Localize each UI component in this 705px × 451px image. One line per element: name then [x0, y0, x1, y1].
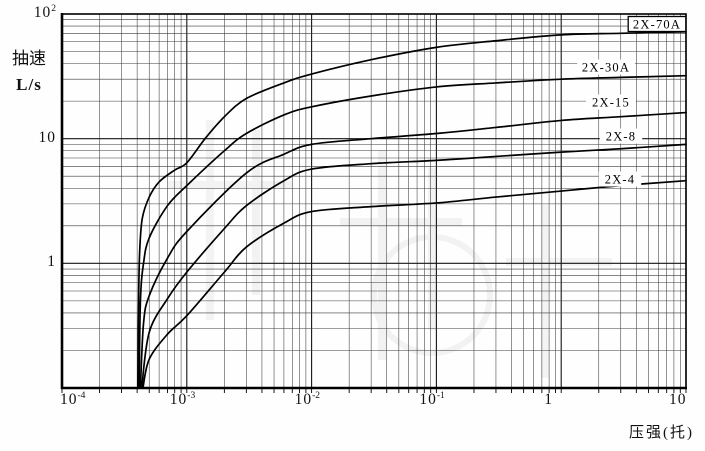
- y-axis-title-line2: L/s: [16, 74, 42, 94]
- curve-label-2x-4: 2X-4: [598, 171, 642, 187]
- curve-label-2x-30a: 2X-30A: [577, 59, 635, 75]
- y-tick-label: 102: [33, 4, 56, 22]
- x-axis-title: 压强(托): [629, 425, 694, 441]
- x-tick-label: 10-2: [294, 391, 321, 409]
- plot-frame: [60, 13, 687, 393]
- y-axis-title-line1: 抽速: [12, 49, 46, 68]
- svg-text:2X-8: 2X-8: [606, 130, 637, 144]
- curve-labels: 2X-70A 2X-30A 2X-15 2X-8 2X-4: [577, 15, 687, 187]
- curve-2x-8: [140, 143, 687, 389]
- y-tick-label: 1: [47, 253, 56, 271]
- curve-2x-4: [142, 179, 687, 389]
- x-tick-label: 10-4: [60, 391, 86, 409]
- x-tick-label: 10-3: [169, 391, 196, 409]
- x-tick-label: 1: [544, 391, 553, 408]
- curve-2x-70a: [136, 30, 687, 389]
- svg-text:2X-15: 2X-15: [592, 96, 630, 110]
- y-tick-label: 10: [38, 128, 56, 146]
- curve-label-2x-15: 2X-15: [586, 94, 636, 110]
- svg-text:2X-4: 2X-4: [605, 173, 636, 187]
- x-tick-label: 10: [669, 391, 687, 408]
- curve-2x-30a: [138, 74, 687, 389]
- pump-speed-curves: [136, 30, 687, 389]
- curve-label-2x-70a: 2X-70A: [627, 15, 687, 33]
- svg-text:2X-70A: 2X-70A: [633, 18, 681, 32]
- y-axis-title: 抽速 L/s: [2, 46, 56, 97]
- watermark: [168, 120, 612, 378]
- curve-2x-15: [139, 111, 687, 389]
- curve-label-2x-8: 2X-8: [599, 128, 643, 144]
- x-tick-label: 10-1: [419, 391, 445, 409]
- svg-text:2X-30A: 2X-30A: [582, 61, 630, 75]
